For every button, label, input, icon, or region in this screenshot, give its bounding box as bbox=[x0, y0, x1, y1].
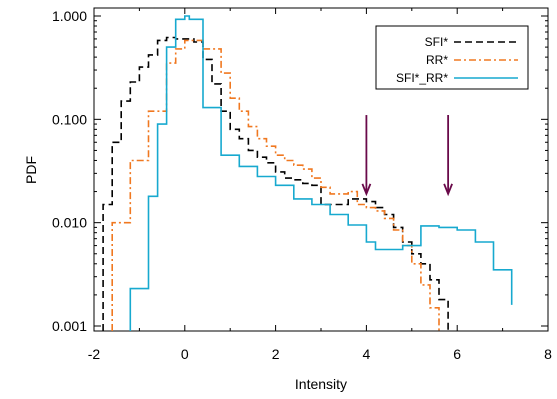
x-tick-label: 0 bbox=[181, 346, 189, 362]
axis-ticks bbox=[93, 8, 549, 331]
x-axis-label: Intensity bbox=[295, 376, 347, 392]
y-tick-label: 0.010 bbox=[52, 215, 87, 231]
y-tick-label: 0.001 bbox=[52, 318, 87, 334]
x-tick-label: 2 bbox=[272, 346, 280, 362]
legend-label-sfi: SFI* bbox=[425, 35, 449, 49]
legend-label-rr: RR* bbox=[426, 53, 448, 67]
series-layer bbox=[102, 15, 513, 331]
y-axis-label: PDF bbox=[23, 156, 39, 184]
x-tick-label: -2 bbox=[88, 346, 101, 362]
x-tick-label: 8 bbox=[544, 346, 552, 362]
x-tick-labels: -2 0 2 4 6 8 bbox=[88, 346, 552, 362]
y-tick-label: 0.100 bbox=[52, 111, 87, 127]
series-line-1 bbox=[111, 39, 440, 331]
x-tick-label: 6 bbox=[453, 346, 461, 362]
x-tick-label: 4 bbox=[363, 346, 371, 362]
annotation-arrow-head bbox=[443, 183, 453, 197]
annotation-arrow-head bbox=[361, 183, 372, 197]
series-line-2 bbox=[129, 15, 513, 331]
y-tick-label: 1.000 bbox=[52, 8, 87, 24]
legend: SFI* RR* SFI*_RR* bbox=[375, 25, 529, 90]
annotation-layer bbox=[361, 115, 453, 197]
y-tick-labels: 0.001 0.010 0.100 1.000 bbox=[52, 8, 87, 334]
legend-label-sfi-rr: SFI*_RR* bbox=[396, 71, 448, 85]
